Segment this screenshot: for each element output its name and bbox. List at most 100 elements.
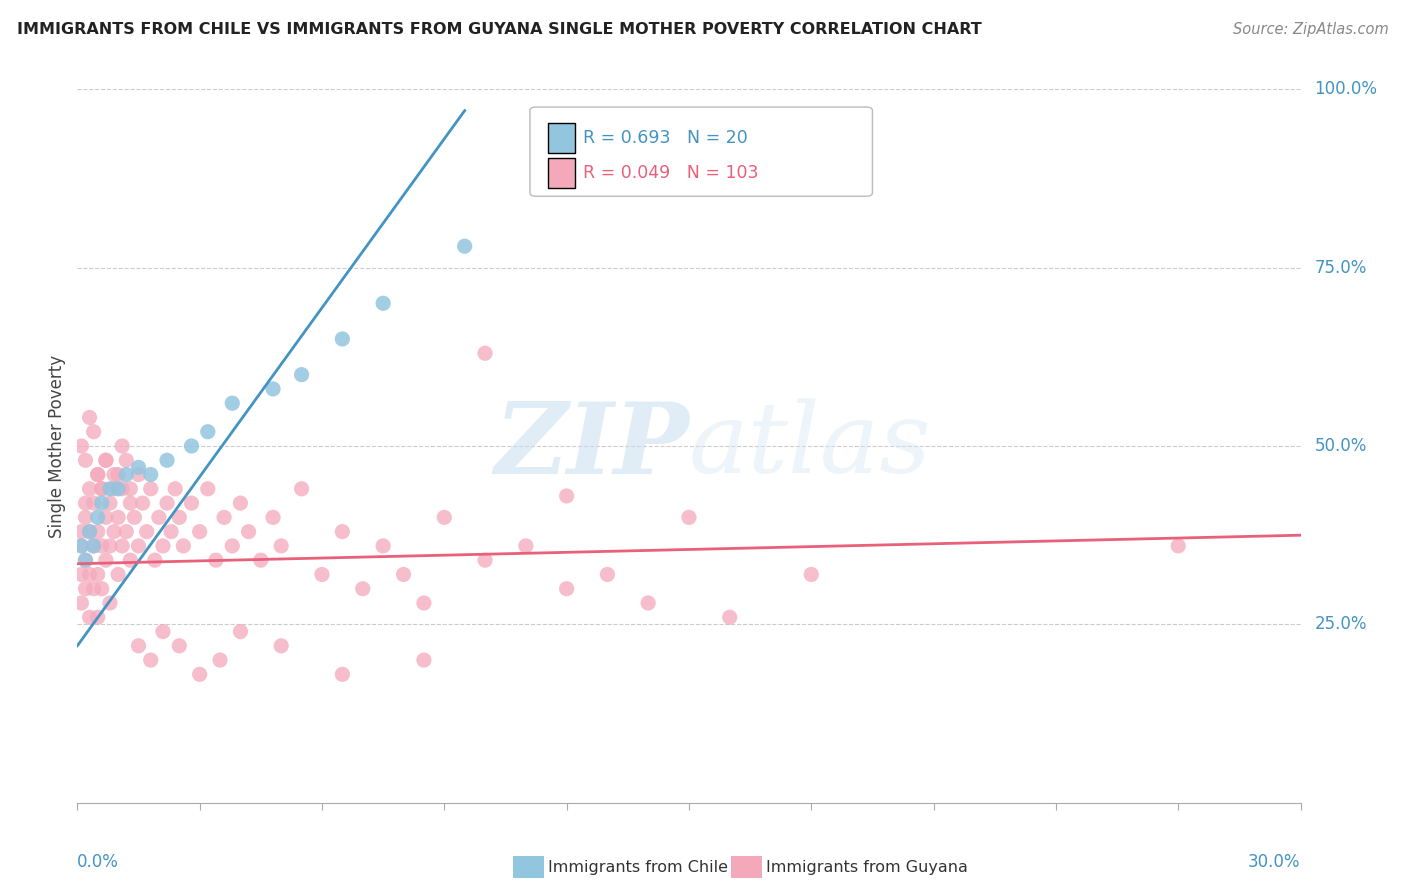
Point [139,653,162,667]
Point [555,489,578,503]
Text: atlas: atlas [689,399,932,493]
Text: 25.0%: 25.0% [1315,615,1367,633]
Text: R = 0.049   N = 103: R = 0.049 N = 103 [582,164,758,182]
Point [718,610,741,624]
Point [79,524,101,539]
Point [413,653,436,667]
Point [413,596,436,610]
Text: Immigrants from Chile: Immigrants from Chile [548,860,728,874]
Point [75,582,97,596]
Point [229,496,252,510]
Point [83,496,105,510]
Point [127,539,149,553]
Point [94,453,117,467]
Point [180,439,202,453]
Point [131,496,153,510]
Point [156,453,179,467]
Point [290,482,312,496]
Point [148,510,170,524]
Text: ZIP: ZIP [494,398,689,494]
Text: 30.0%: 30.0% [1249,853,1301,871]
Point [98,539,121,553]
Point [115,453,138,467]
Point [70,596,93,610]
Point [90,482,112,496]
Point [169,510,191,524]
Point [127,639,149,653]
Point [515,539,537,553]
Point [169,639,191,653]
Point [87,567,110,582]
Point [79,524,101,539]
Point [262,510,284,524]
Point [205,553,228,567]
Point [637,596,659,610]
Point [103,467,125,482]
Point [70,524,93,539]
Point [75,453,97,467]
Point [127,460,149,475]
Text: IMMIGRANTS FROM CHILE VS IMMIGRANTS FROM GUYANA SINGLE MOTHER POVERTY CORRELATIO: IMMIGRANTS FROM CHILE VS IMMIGRANTS FROM… [17,22,981,37]
Point [160,524,183,539]
Point [107,567,129,582]
Text: 50.0%: 50.0% [1315,437,1367,455]
Point [90,582,112,596]
Point [94,510,117,524]
Point [238,524,260,539]
Point [152,539,174,553]
Point [107,467,129,482]
Point [115,524,138,539]
Point [156,496,179,510]
Point [107,510,129,524]
Text: 75.0%: 75.0% [1315,259,1367,277]
Point [371,296,394,310]
FancyBboxPatch shape [548,159,575,188]
Point [152,624,174,639]
Point [270,639,292,653]
FancyBboxPatch shape [530,107,873,196]
Point [371,539,394,553]
Point [208,653,231,667]
Point [290,368,312,382]
Point [143,553,166,567]
Point [98,482,121,496]
Point [79,567,101,582]
Point [87,467,110,482]
Point [555,582,578,596]
Point [111,482,134,496]
Point [352,582,374,596]
Point [188,524,211,539]
Point [180,496,202,510]
Point [107,482,129,496]
Point [94,453,117,467]
Point [83,539,105,553]
Point [165,482,187,496]
FancyBboxPatch shape [548,123,575,153]
Point [103,524,125,539]
Point [70,567,93,582]
Point [83,582,105,596]
Point [75,510,97,524]
Point [75,553,97,567]
Point [111,539,134,553]
Point [127,467,149,482]
Point [83,425,105,439]
Point [188,667,211,681]
Point [270,539,292,553]
Point [120,553,142,567]
Point [87,524,110,539]
Point [79,610,101,624]
Point [83,539,105,553]
Point [197,482,219,496]
Point [120,496,142,510]
Point [250,553,273,567]
Point [474,346,496,360]
Point [79,410,101,425]
Point [139,482,162,496]
Point [172,539,194,553]
Point [120,482,142,496]
Point [332,332,354,346]
Point [392,567,415,582]
Point [90,539,112,553]
Point [433,510,456,524]
